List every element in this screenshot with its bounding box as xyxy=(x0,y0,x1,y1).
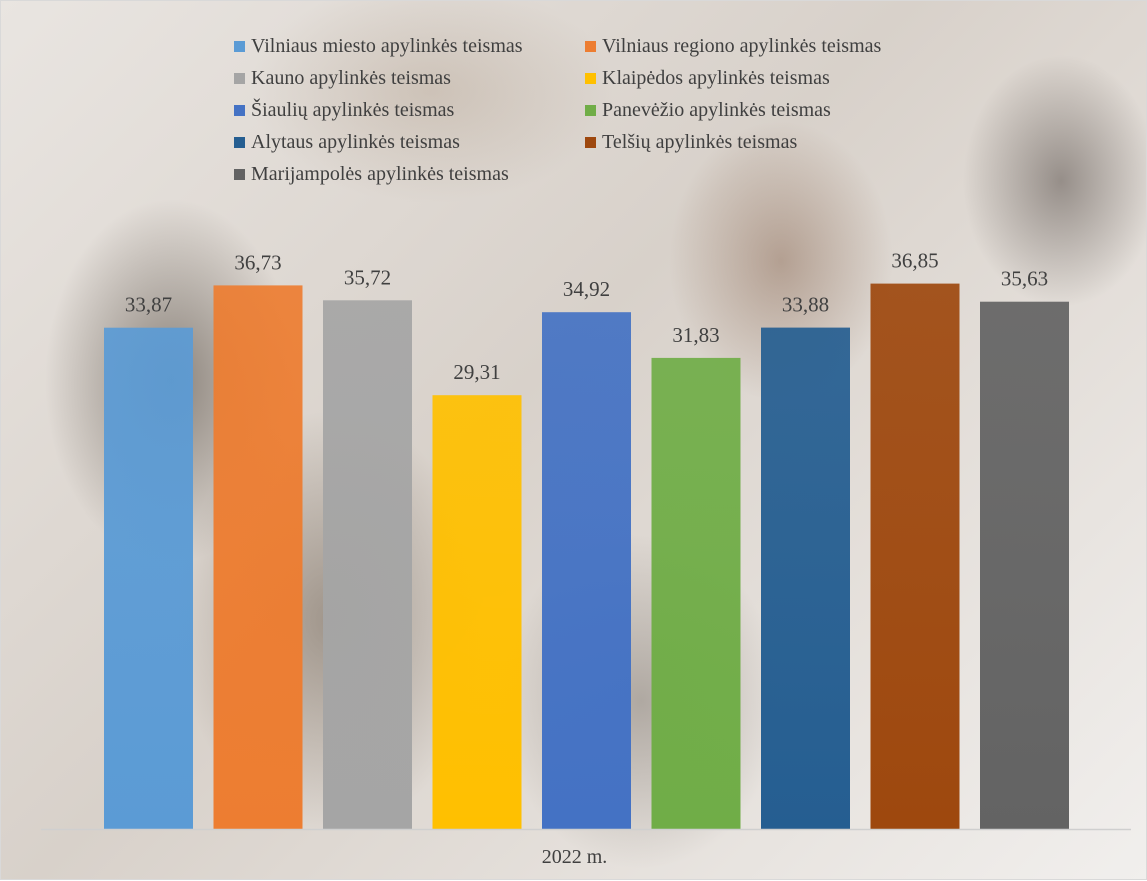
legend-item: Alytaus apylinkės teismas xyxy=(234,129,585,155)
bar xyxy=(432,395,522,829)
bar xyxy=(980,301,1069,829)
legend-swatch xyxy=(585,72,596,84)
legend-item: Klaipėdos apylinkės teismas xyxy=(585,65,945,91)
bar xyxy=(870,283,960,830)
legend-swatch xyxy=(234,136,245,148)
legend-label: Šiaulių apylinkės teismas xyxy=(251,99,455,121)
data-label: 29,31 xyxy=(453,360,500,384)
data-label: 36,85 xyxy=(891,249,938,273)
data-label: 33,87 xyxy=(125,293,172,317)
legend-item: Panevėžio apylinkės teismas xyxy=(585,97,945,123)
legend-label: Vilniaus regiono apylinkės teismas xyxy=(602,35,882,57)
legend-swatch xyxy=(234,72,245,84)
bar xyxy=(323,300,412,829)
chart-legend: Vilniaus miesto apylinkės teismas Vilniau… xyxy=(234,33,945,187)
bar xyxy=(651,357,741,829)
legend-item: Vilniaus regiono apylinkės teismas xyxy=(585,33,945,59)
data-label: 34,92 xyxy=(563,277,610,301)
bar xyxy=(542,312,631,829)
legend-item: Telšių apylinkės teismas xyxy=(585,129,945,155)
legend-item: Šiaulių apylinkės teismas xyxy=(234,97,585,123)
bar xyxy=(104,327,193,829)
legend-label: Panevėžio apylinkės teismas xyxy=(602,99,831,121)
data-label: 35,63 xyxy=(1001,267,1048,291)
bar xyxy=(213,285,303,829)
legend-label: Alytaus apylinkės teismas xyxy=(251,131,460,153)
legend-item: Kauno apylinkės teismas xyxy=(234,65,585,91)
data-label: 36,73 xyxy=(234,250,281,274)
legend-item: Marijampolės apylinkės teismas xyxy=(234,161,585,187)
legend-label: Kauno apylinkės teismas xyxy=(251,67,451,89)
legend-label: Telšių apylinkės teismas xyxy=(602,131,798,153)
legend-swatch xyxy=(585,136,596,148)
data-label: 35,72 xyxy=(344,265,391,289)
legend-swatch xyxy=(234,40,245,52)
x-category-label: 2022 m. xyxy=(541,846,608,868)
data-label: 33,88 xyxy=(782,293,829,317)
legend-swatch xyxy=(585,104,596,116)
legend-label: Klaipėdos apylinkės teismas xyxy=(602,67,830,89)
data-label: 31,83 xyxy=(672,323,719,347)
legend-item: Vilniaus miesto apylinkės teismas xyxy=(234,33,585,59)
legend-swatch xyxy=(234,104,245,116)
legend-swatch xyxy=(585,40,596,52)
legend-label: Marijampolės apylinkės teismas xyxy=(251,163,509,185)
bar xyxy=(761,327,850,829)
legend-label: Vilniaus miesto apylinkės teismas xyxy=(251,35,523,57)
legend-swatch xyxy=(234,168,245,180)
